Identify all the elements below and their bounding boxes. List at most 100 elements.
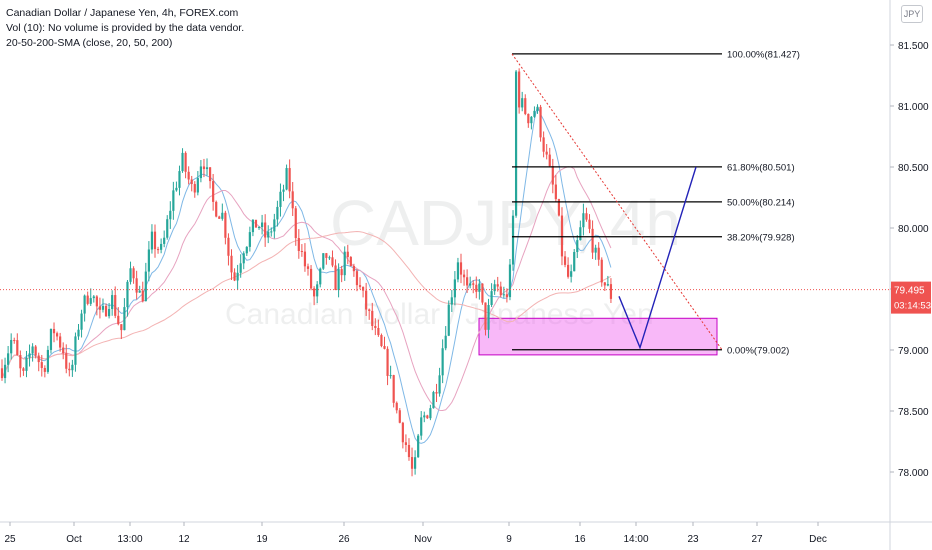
candle-body [169,210,172,220]
candle-body [77,329,80,337]
candle-body [319,268,322,285]
sma-20-line [1,104,612,444]
candle-body [582,213,585,228]
candle-body [352,266,355,272]
candle-body [533,110,536,117]
fibonacci-retracement[interactable]: 100.00%(81.427) 61.80%(80.501) 50.00%(80.2… [511,49,800,356]
candle-body [156,249,160,251]
candle-body [261,222,264,227]
candle-body [588,219,591,229]
candle-body [86,295,89,304]
x-tick-label: 14:00 [623,534,648,545]
candle-body [242,253,245,264]
candle-body [466,277,469,286]
candle-body [325,253,328,258]
candle-body [609,284,613,299]
candle-body [447,304,450,336]
candle-body [603,282,606,286]
candle-body [245,246,248,254]
volume-indicator-note[interactable]: Vol (10): No volume is provided by the d… [6,22,245,34]
candle-body [551,166,554,185]
candle-body [429,408,432,419]
candle-body [536,106,539,111]
y-tick-label: 80.000 [898,224,929,235]
fib-trend-line [511,53,723,351]
candle-body [334,265,337,291]
candle-body [475,284,478,292]
candle-body [548,154,551,167]
time-axis[interactable]: 25 Oct 13:00 12 19 26 Nov 9 16 14:00 23 27 Dec [0,521,932,545]
candle-body [579,227,582,241]
candle-body [395,402,398,411]
candle-body [257,226,261,228]
candle-body [426,415,429,419]
candle-body [573,252,576,272]
y-tick-label: 78.500 [898,407,929,418]
candle-body [398,410,401,423]
candle-body [576,240,579,253]
candle-body [98,306,102,310]
candle-body [264,222,267,238]
candle-body [181,152,184,172]
sma-indicator-label[interactable]: 20-50-200-SMA (close, 20, 50, 200) [6,37,173,49]
candle-body [508,264,512,298]
candle-body [34,346,37,356]
candle-body [423,415,426,418]
candle-body [65,353,68,369]
candle-body [478,283,481,292]
candle-body [459,262,463,275]
candle-body [46,349,49,372]
candle-body [591,228,594,253]
candle-body [267,231,270,238]
candle-body [594,247,597,253]
candle-body [438,375,441,394]
candle-body [199,166,202,179]
candle-body [444,335,447,349]
candle-body [49,328,53,350]
candle-body [502,294,505,296]
candle-body [254,219,258,228]
candle-body [80,313,83,330]
candle-body [567,264,570,277]
candle-body [606,284,609,286]
candle-body [291,191,294,209]
symbol-title[interactable]: Canadian Dollar / Japanese Yen, 4h, FORE… [6,7,239,19]
last-price-value: 79.495 [894,286,925,297]
candle-body [524,98,527,114]
projection-drawing[interactable] [618,166,697,350]
candle-body [239,263,242,273]
y-tick-label: 79.000 [898,346,929,357]
candle-body [462,274,466,278]
candle-body [74,336,77,365]
candle-body [297,238,300,251]
candle-body [303,251,307,267]
candle-body [279,191,282,207]
demand-zone[interactable] [478,317,718,356]
candle-body [377,327,380,336]
watermark-symbol: CADJPY, 4h [330,187,681,259]
candle-body [469,283,472,286]
candle-body [190,179,193,185]
candle-body [371,310,374,326]
candle-body [205,167,209,170]
candle-body [83,295,86,314]
candle-body [273,219,276,232]
candle-body [306,266,310,269]
candle-body [71,364,74,371]
x-tick-label: 25 [4,534,16,545]
candle-body [404,442,408,445]
x-tick-label: Nov [414,534,432,545]
symbol-watermark: CADJPY, 4h Canadian Dollar / Japanese Ye… [225,187,681,331]
candle-body [328,257,331,259]
candle-body [104,305,108,317]
y-tick-label: 78.000 [898,468,929,479]
candle-body [417,435,420,458]
sma-200-line [1,230,612,379]
currency-button[interactable]: JPY [901,5,923,23]
candle-body [55,333,59,337]
candle-body [150,231,154,250]
candlesticks [0,68,613,477]
price-axis[interactable]: 81.50081.00080.50080.00079.50079.00078.5… [889,0,929,550]
candle-body [7,353,10,365]
